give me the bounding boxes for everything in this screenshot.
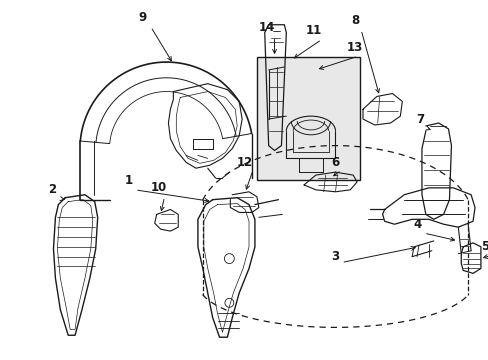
Text: 11: 11: [305, 24, 321, 37]
Text: 4: 4: [413, 218, 421, 231]
Bar: [256, 57, 359, 180]
Text: 8: 8: [350, 14, 359, 27]
Text: 5: 5: [480, 240, 488, 253]
Text: 12: 12: [237, 156, 253, 169]
Text: 7: 7: [415, 113, 423, 126]
Text: 14: 14: [258, 21, 274, 34]
Text: 2: 2: [48, 183, 57, 196]
Text: 1: 1: [125, 174, 133, 186]
Text: 13: 13: [346, 41, 363, 54]
Text: 9: 9: [139, 12, 147, 24]
Text: 3: 3: [331, 250, 339, 263]
Text: 6: 6: [331, 156, 339, 169]
Text: 10: 10: [150, 181, 166, 194]
